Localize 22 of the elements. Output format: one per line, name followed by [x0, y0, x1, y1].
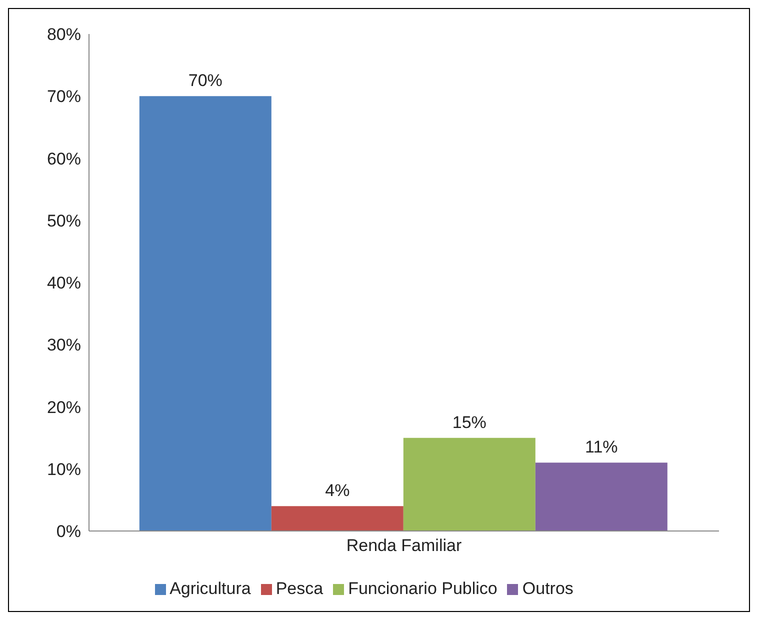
y-tick-label: 70% [46, 87, 81, 106]
legend-label: Outros [522, 579, 574, 598]
legend-label: Funcionario Publico [348, 579, 498, 598]
x-tick-label: Renda Familiar [346, 536, 462, 556]
y-tick-label: 0% [56, 522, 81, 542]
bar [271, 506, 404, 531]
data-label: 11% [585, 438, 618, 457]
bar [403, 438, 536, 531]
data-label: 4% [325, 481, 350, 500]
bar [139, 96, 272, 531]
data-label: 15% [452, 412, 486, 432]
y-tick-label: 60% [46, 149, 81, 168]
y-tick-label: 20% [46, 398, 81, 417]
y-tick-label: 10% [46, 460, 81, 479]
data-label: 70% [188, 71, 222, 90]
y-tick-label: 30% [46, 336, 81, 355]
legend-label: Pesca [276, 579, 324, 598]
y-tick-label: 80% [46, 25, 81, 44]
legend-label: Agricultura [170, 579, 251, 598]
y-tick-label: 40% [46, 274, 81, 293]
y-tick-label: 50% [46, 211, 81, 230]
bar [535, 462, 668, 531]
